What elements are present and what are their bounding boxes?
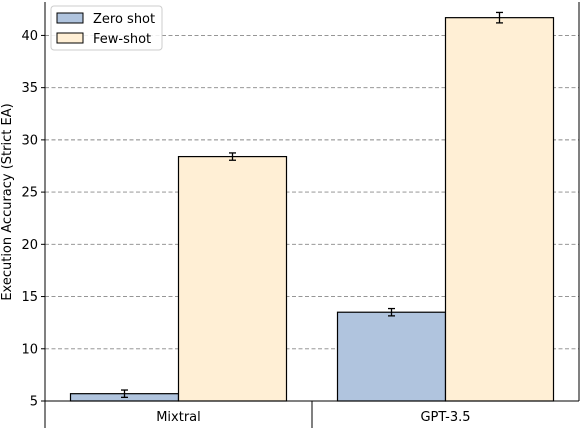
y-tick-label: 5	[30, 395, 38, 410]
legend: Zero shot Few-shot	[50, 5, 163, 51]
x-tick-label: Mixtral	[156, 410, 201, 425]
y-tick-label: 15	[21, 290, 38, 305]
x-tick-label: GPT-3.5	[420, 410, 470, 425]
legend-label: Zero shot	[93, 12, 155, 27]
y-tick-label: 30	[21, 133, 38, 148]
y-tick-label: 35	[21, 81, 38, 96]
y-tick-label: 40	[21, 29, 38, 44]
bars	[69, 17, 555, 402]
bar-few-shot-gpt-3-5	[444, 17, 555, 402]
y-tick-label: 20	[21, 238, 38, 253]
y-ticks: 5 10 15 20 25 30 35 40	[21, 29, 45, 410]
x-ticks: Mixtral GPT-3.5	[156, 401, 471, 428]
legend-swatch	[56, 32, 84, 44]
y-tick-label: 25	[21, 186, 38, 201]
bar-few-shot-mixtral	[177, 155, 288, 402]
legend-label: Few-shot	[93, 32, 151, 47]
y-axis-label: Execution Accuracy (Strict EA)	[0, 103, 15, 300]
legend-swatch	[56, 12, 84, 24]
error-bars	[121, 11, 503, 398]
bar-zero-shot-gpt-3-5	[336, 311, 447, 402]
y-tick-label: 10	[21, 342, 38, 357]
